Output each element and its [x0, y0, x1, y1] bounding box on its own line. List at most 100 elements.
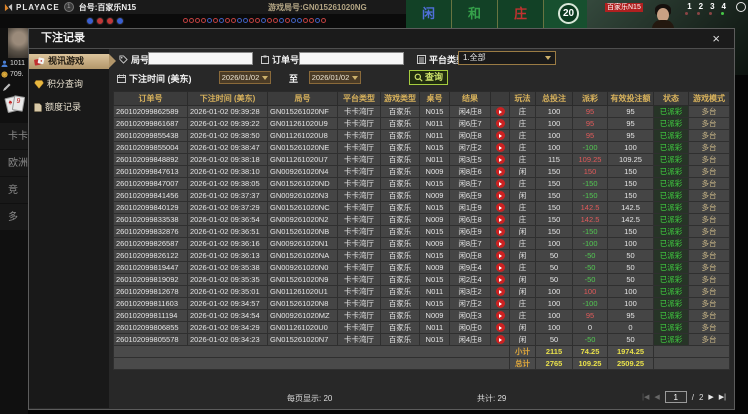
table-row: 260102099812678 2026-01-02 09:35:01 GN0112…: [113, 285, 730, 298]
replay-play-icon[interactable]: [495, 299, 505, 309]
round-number-input[interactable]: [148, 52, 253, 65]
total-bet-cell: 100: [535, 297, 573, 310]
platform-cell: 卡卡湾厅: [337, 201, 381, 214]
seat-number[interactable]: 1: [687, 2, 692, 11]
replay-play-icon[interactable]: [495, 323, 505, 333]
play-type-cell: 闲: [509, 285, 536, 298]
total-bet-cell: 150: [535, 213, 573, 226]
replay-play-icon[interactable]: [495, 311, 505, 321]
order-cell: 260102099855004: [113, 141, 188, 154]
replay-play-icon[interactable]: [495, 275, 505, 285]
game-menu-item[interactable]: 卡卡: [0, 123, 28, 150]
seat-number[interactable]: 4: [721, 2, 726, 11]
seat-number[interactable]: 3: [710, 2, 715, 11]
calendar-icon: [117, 74, 126, 83]
total-bet-cell: 100: [535, 141, 573, 154]
result-cell: 闲3庄2: [449, 285, 491, 298]
round-cell: GN009261020N4: [267, 165, 338, 178]
replay-play-icon[interactable]: [495, 155, 505, 165]
replay-play-icon[interactable]: [495, 131, 505, 141]
game-mode-cell: 多台: [688, 333, 730, 346]
date-from-select[interactable]: 2026/01/02: [219, 71, 271, 84]
result-cell: 闲6庄9: [449, 225, 491, 238]
replay-cell: [490, 153, 510, 166]
game-menu-item[interactable]: 欧洲: [0, 150, 28, 177]
column-header: 订单号: [113, 91, 188, 106]
table-row: 260102099811603 2026-01-02 09:34:57 GN0152…: [113, 297, 730, 310]
sidebar-item-quota-records[interactable]: 额度记录: [29, 100, 109, 115]
game-menu-item[interactable]: 竞: [0, 177, 28, 204]
total-bet-cell: 150: [535, 177, 573, 190]
platform-type-select[interactable]: 1.全部: [458, 51, 556, 65]
close-icon[interactable]: ×: [712, 31, 720, 46]
replay-play-icon[interactable]: [495, 179, 505, 189]
replay-play-icon[interactable]: [495, 191, 505, 201]
game-mode-cell: 多台: [688, 309, 730, 322]
last-page-button[interactable]: ▶|: [718, 394, 726, 401]
prev-page-button[interactable]: ◀: [654, 394, 660, 401]
next-page-button[interactable]: ▶: [708, 394, 714, 401]
replay-play-icon[interactable]: [495, 203, 505, 213]
game-type-cell: 百家乐: [380, 261, 420, 274]
first-page-button[interactable]: |◀: [642, 394, 650, 401]
status-badge: 已派彩: [653, 105, 689, 118]
status-badge: 已派彩: [653, 309, 689, 322]
replay-cell: [490, 141, 510, 154]
table-cell: N009: [419, 309, 450, 322]
date-range-to-label: 至: [289, 74, 299, 84]
bead: [249, 18, 254, 23]
replay-play-icon[interactable]: [495, 287, 505, 297]
replay-play-icon[interactable]: [495, 239, 505, 249]
status-badge: 已派彩: [653, 165, 689, 178]
valid-bet-cell: 50: [607, 249, 654, 262]
table-row: 260102099840129 2026-01-02 09:37:29 GN0152…: [113, 201, 730, 214]
sidebar-item-video-games[interactable]: 视讯游戏: [29, 54, 116, 69]
search-button[interactable]: 查询: [409, 70, 449, 85]
date-from-value: 2026/01/02: [221, 73, 260, 82]
replay-play-icon[interactable]: [495, 335, 505, 345]
page-number-input[interactable]: [664, 391, 687, 403]
replay-play-icon[interactable]: [495, 143, 505, 153]
bet-zone-player[interactable]: 闲: [406, 0, 452, 28]
order-cell: 260102099841456: [113, 189, 188, 202]
seat-number[interactable]: 2: [698, 2, 704, 11]
table-cell: N015: [419, 297, 450, 310]
total-bet-cell: 50: [535, 249, 573, 262]
replay-play-icon[interactable]: [495, 227, 505, 237]
round-cell: GN011261020U9: [267, 117, 338, 130]
replay-cell: [490, 273, 510, 286]
game-menu-item[interactable]: 多: [0, 204, 28, 231]
replay-cell: [490, 285, 510, 298]
table-cell: N009: [419, 165, 450, 178]
edit-pencil-icon[interactable]: [3, 83, 11, 91]
sidebar-item-points-query[interactable]: 积分查询: [29, 77, 109, 92]
game-type-cell: 百家乐: [380, 141, 420, 154]
order-number-input[interactable]: [299, 52, 404, 65]
game-mode-cell: 多台: [688, 141, 730, 154]
replay-play-icon[interactable]: [495, 251, 505, 261]
payout-cell: 142.5: [572, 213, 608, 226]
replay-play-icon[interactable]: [495, 167, 505, 177]
bet-zone-tie[interactable]: 和: [452, 0, 498, 28]
replay-play-icon[interactable]: [495, 263, 505, 273]
column-header: 有效投注额: [607, 91, 654, 106]
payout-cell: -50: [572, 273, 608, 286]
game-type-cell: 百家乐: [380, 297, 420, 310]
bead: [106, 17, 114, 25]
replay-play-icon[interactable]: [495, 215, 505, 225]
bet-zone-banker[interactable]: 庄: [498, 0, 544, 28]
date-to-select[interactable]: 2026/01/02: [309, 71, 361, 84]
search-button-label: 查询: [425, 72, 444, 82]
game-mode-cell: 多台: [688, 201, 730, 214]
replay-play-icon[interactable]: [495, 107, 505, 117]
column-header: 结果: [449, 91, 491, 106]
list-icon: [417, 55, 426, 64]
time-cell: 2026-01-02 09:34:29: [187, 321, 268, 334]
replay-play-icon[interactable]: [495, 119, 505, 129]
payout-cell: 142.5: [572, 201, 608, 214]
replay-cell: [490, 177, 510, 190]
total-bet-cell: 150: [535, 225, 573, 238]
time-cell: 2026-01-02 09:36:16: [187, 237, 268, 250]
valid-bet-cell: 50: [607, 333, 654, 346]
replay-cell: [490, 321, 510, 334]
